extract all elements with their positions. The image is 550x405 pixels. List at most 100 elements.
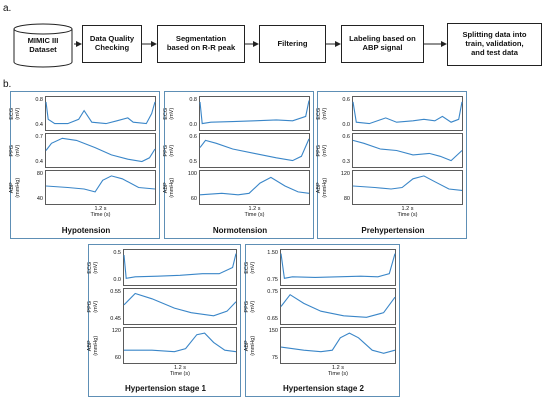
step-quality-line1: Data Quality [89, 34, 135, 44]
abp-waveform [280, 332, 396, 354]
ecg-tick-label: 0.8 [189, 97, 197, 103]
panel-title: Prehypertension [361, 226, 425, 235]
step-segmentation: Segmentation based on R-R peak [157, 25, 245, 63]
ppg-plot [280, 288, 396, 325]
dataset-line1: MIMIC III [27, 36, 59, 45]
ecg-tick-label: 0.6 [342, 97, 350, 103]
ecg-plot [199, 96, 310, 131]
abp-tick-label: 40 [36, 196, 43, 202]
ppg-tick-label: 0.7 [35, 134, 43, 140]
abp-tick-label: 60 [114, 355, 121, 361]
ppg-axis-label: PPG (mV) [163, 144, 175, 157]
panel-normotension: ECG (mV) 0.8 0.0 PPG (mV) 0.6 0.5 ABP (mmHg) 100 60… [163, 91, 314, 239]
dataset-line2: Dataset [29, 45, 57, 55]
pipeline-arrows [74, 41, 447, 47]
time-scale-bar: 1.2 s [401, 206, 414, 212]
ppg-plot-frame [123, 288, 237, 325]
abp-plot-frame [199, 170, 310, 205]
step-filter-label: Filtering [277, 38, 308, 48]
ppg-axis-label: PPG (mV) [316, 144, 328, 157]
ppg-plot-frame [280, 288, 396, 325]
ecg-tick-label: 0.0 [189, 122, 197, 128]
step-split-line2: train, validation, [465, 39, 524, 49]
abp-axis-label: ABP (mmHg) [316, 177, 328, 198]
time-scale: 1.2 s Time (s) [199, 206, 310, 219]
abp-tick-label: 60 [190, 196, 197, 202]
step-label-line1: Labeling based on [349, 34, 416, 44]
ppg-plot [352, 133, 463, 168]
ppg-plot-frame [352, 133, 463, 168]
abp-plot-frame [352, 170, 463, 205]
time-axis-label: Time (s) [397, 212, 418, 219]
ppg-waveform [123, 292, 237, 317]
time-scale-bar: 1.2 s [94, 206, 107, 212]
abp-plot [352, 170, 463, 205]
time-scale-bar: 1.2 s [248, 206, 261, 212]
abp-axis-label: ABP (mmHg) [163, 177, 175, 198]
ecg-tick-label: 1.50 [267, 250, 278, 256]
ppg-axis-label: PPG (mV) [9, 144, 21, 157]
time-scale: 1.2 s Time (s) [45, 206, 156, 219]
abp-axis-label: ABP (mmHg) [9, 177, 21, 198]
time-axis-label: Time (s) [170, 371, 190, 378]
ecg-waveform [123, 253, 237, 279]
ppg-plot-frame [45, 133, 156, 168]
ecg-plot-frame [45, 96, 156, 131]
step-split-line3: and test data [471, 47, 518, 57]
ecg-tick-label: 0.0 [113, 277, 121, 283]
ppg-tick-label: 0.4 [35, 159, 43, 165]
ecg-plot-frame [280, 249, 396, 286]
ecg-plot-frame [352, 96, 463, 131]
panel-prehypertension: ECG (mV) 0.6 0.0 PPG (mV) 0.6 0.3 ABP (mmHg) 120 80… [316, 91, 467, 239]
ppg-plot [199, 133, 310, 168]
abp-tick-label: 80 [36, 171, 43, 177]
ecg-tick-label: 0.0 [342, 122, 350, 128]
abp-axis-label: ABP (mmHg) [244, 335, 256, 356]
time-scale: 1.2 s Time (s) [123, 365, 237, 378]
ppg-waveform [199, 138, 310, 162]
time-axis-label: Time (s) [90, 212, 111, 219]
ecg-plot-frame [123, 249, 237, 286]
step-seg-line2: based on R-R peak [166, 43, 236, 52]
dataset-cylinder: MIMIC III Dataset [12, 22, 74, 68]
abp-plot [199, 170, 310, 205]
step-split-line1: Splitting data into [462, 30, 527, 40]
ppg-axis-label: PPG (mV) [244, 300, 256, 313]
ppg-tick-label: 0.45 [110, 316, 121, 322]
abp-plot-frame [123, 327, 237, 364]
abp-waveform [124, 332, 237, 353]
step-seg-line1: Segmentation [175, 34, 227, 44]
step-quality-check: Data Quality Checking [82, 25, 142, 63]
abp-tick-label: 150 [268, 328, 278, 334]
ppg-plot-frame [199, 133, 310, 168]
time-scale: 1.2 s Time (s) [280, 365, 396, 378]
time-axis-label: Time (s) [328, 371, 348, 378]
ecg-waveform [45, 101, 156, 125]
panel-hypotension: ECG (mV) 0.8 0.4 PPG (mV) 0.7 0.4 ABP (mmHg) 80 40 1… [9, 91, 160, 239]
ppg-tick-label: 0.5 [189, 159, 197, 165]
ppg-tick-label: 0.6 [342, 134, 350, 140]
ecg-plot [45, 96, 156, 131]
ecg-waveform [280, 253, 396, 279]
step-quality-line2: Checking [94, 43, 130, 52]
time-axis-label: Time (s) [244, 212, 265, 219]
step-label-line2: ABP signal [362, 43, 403, 52]
step-filtering: Filtering [259, 25, 326, 63]
abp-plot-frame [45, 170, 156, 205]
ecg-tick-label: 0.4 [35, 122, 43, 128]
ppg-tick-label: 0.3 [342, 159, 350, 165]
ecg-tick-label: 0.75 [267, 277, 278, 283]
ecg-plot [352, 96, 463, 131]
ppg-plot [45, 133, 156, 168]
ecg-axis-label: ECG (mV) [316, 107, 328, 120]
ecg-plot-frame [199, 96, 310, 131]
abp-waveform [352, 175, 463, 191]
step-splitting: Splitting data into train, validation, and… [447, 23, 542, 66]
panel-hypertension-stage-1: ECG (mV) 0.5 0.0 PPG (mV) 0.55 0.45 ABP (mmHg) 120… [87, 244, 241, 397]
ecg-axis-label: ECG (mV) [87, 261, 99, 274]
abp-plot [45, 170, 156, 205]
ecg-plot [280, 249, 396, 286]
panel-title: Hypertension stage 1 [125, 384, 206, 393]
ppg-tick-label: 0.75 [267, 289, 278, 295]
abp-tick-label: 100 [187, 171, 197, 177]
